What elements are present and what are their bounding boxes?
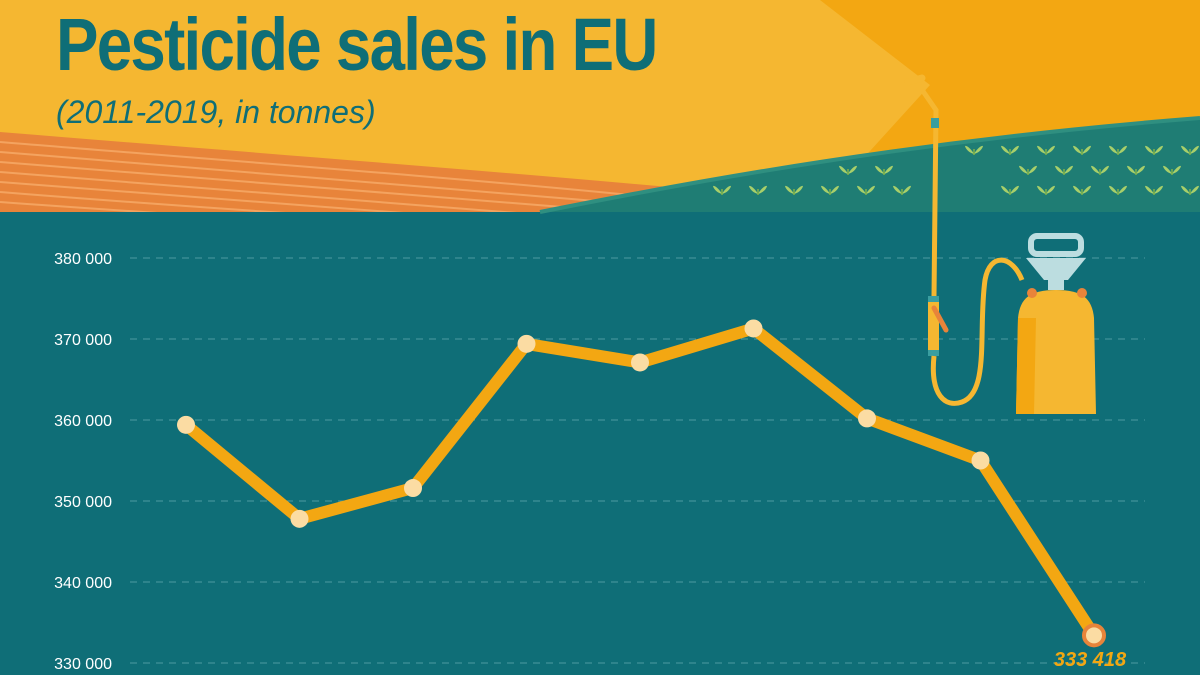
data-point-2015 [631,353,649,372]
data-points [177,319,1106,648]
data-point-2019 [1082,623,1106,648]
page-title: Pesticide sales in EU [56,3,658,86]
data-point-2018 [971,451,990,470]
y-tick-label: 380 000 [54,251,112,268]
y-tick-label: 350 000 [54,494,112,511]
data-point-2017 [858,409,876,428]
data-point-2011 [177,415,195,434]
data-point-2014 [517,334,536,353]
y-tick-label: 330 000 [54,656,112,673]
y-tick-label: 370 000 [54,332,112,349]
line-chart: 330 000 340 000 350 000 360 000 370 000 380 0… [54,251,1145,673]
series-line [180,322,1100,642]
y-tick-label: 360 000 [54,413,112,430]
data-point-2012 [290,509,309,528]
gridlines [130,257,1145,664]
y-axis-tick-labels: 330 000 340 000 350 000 360 000 370 000 380 0… [54,251,112,673]
page-subtitle: (2011-2019, in tonnes) [56,94,376,130]
data-point-2013 [404,479,422,498]
sprayer-icon [904,74,1096,414]
y-tick-label: 340 000 [54,575,112,592]
last-value-label: 333 418 [1054,649,1127,671]
data-point-2016 [744,319,763,338]
background-landscape [0,0,1200,214]
